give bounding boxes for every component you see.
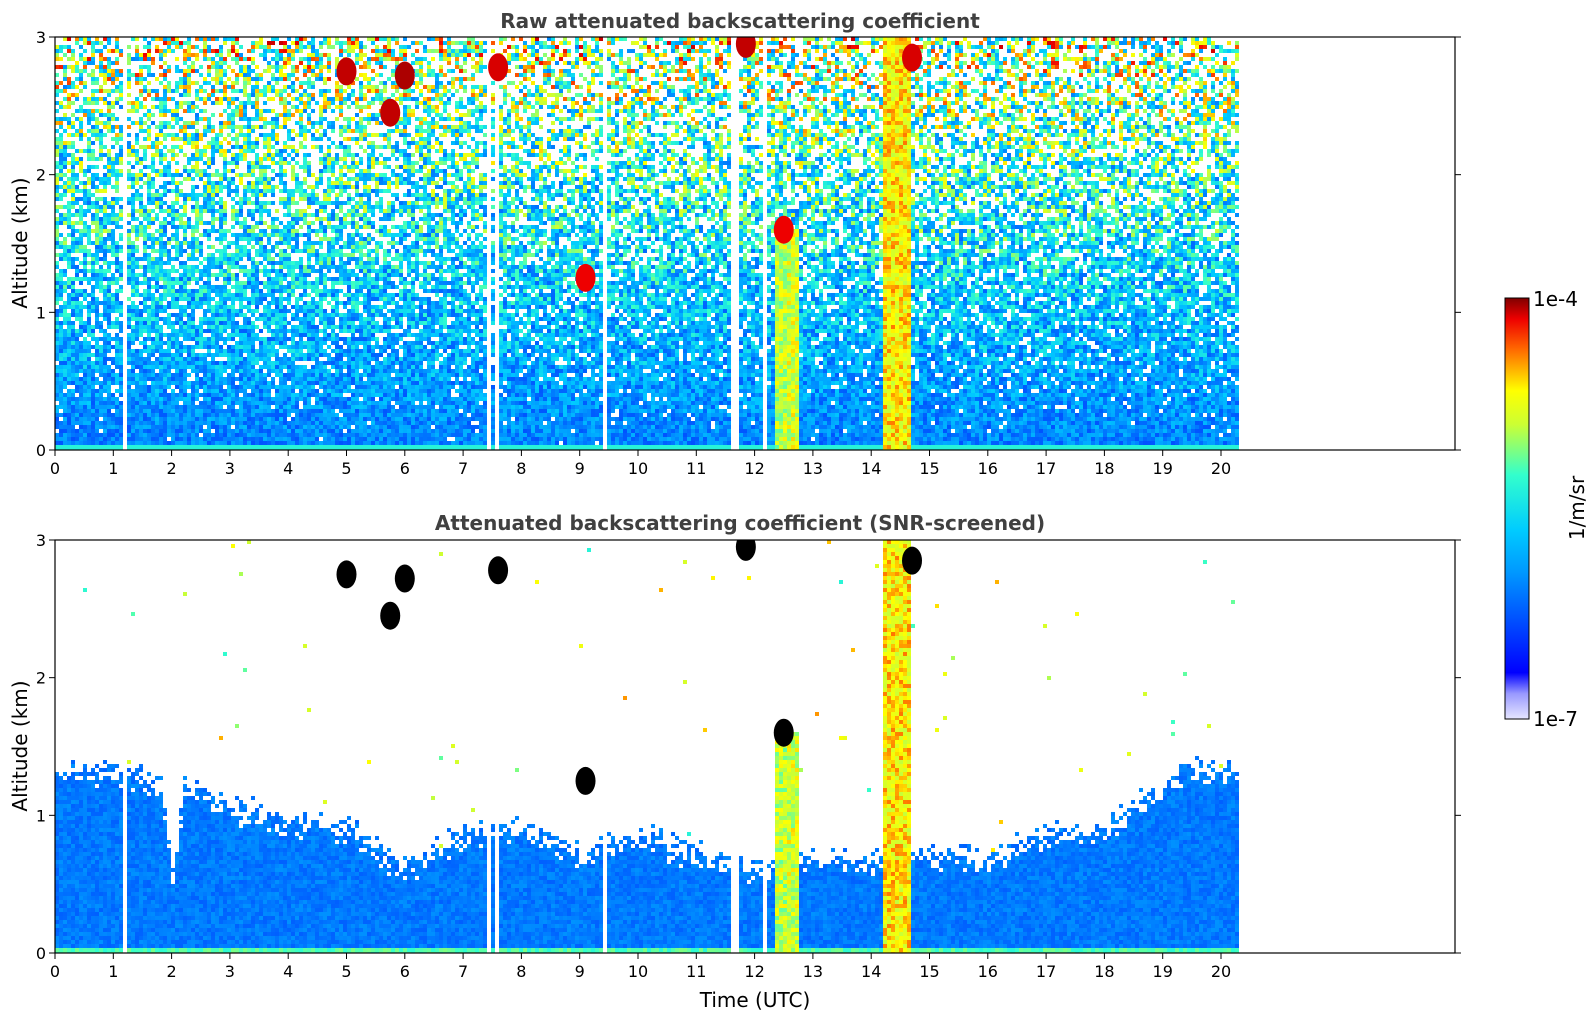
y-tick-label: 1	[36, 303, 46, 322]
x-axis-label: Time (UTC)	[699, 988, 811, 1012]
colorbar-min-label: 1e-7	[1533, 707, 1578, 731]
colorbar-max-label: 1e-4	[1533, 287, 1578, 311]
y-tick-label: 2	[36, 166, 46, 185]
cloud-feature	[774, 216, 794, 244]
x-tick-label: 7	[458, 962, 468, 981]
x-tick-label: 8	[516, 962, 526, 981]
x-tick-label: 8	[516, 459, 526, 478]
y-axis-label: Altitude (km)	[8, 680, 32, 811]
y-tick-label: 0	[36, 441, 46, 460]
chart-title: Raw attenuated backscattering coefficien…	[500, 9, 980, 33]
x-tick-label: 3	[225, 962, 235, 981]
x-tick-label: 13	[803, 459, 823, 478]
x-tick-label: 10	[628, 962, 648, 981]
colorbar: 1e-4 1e-7 1/m/sr	[1505, 287, 1589, 731]
x-tick-label: 14	[861, 459, 881, 478]
x-tick-label: 15	[919, 459, 939, 478]
x-tick-label: 4	[283, 459, 293, 478]
x-tick-label: 12	[744, 962, 764, 981]
x-tick-label: 5	[341, 962, 351, 981]
x-tick-label: 2	[167, 962, 177, 981]
y-tick-label: 3	[36, 28, 46, 47]
cloud-feature	[902, 547, 922, 575]
cloud-feature	[736, 533, 756, 561]
x-tick-label: 16	[978, 962, 998, 981]
cloud-feature	[576, 767, 596, 795]
cloud-feature	[380, 99, 400, 127]
heatmap-area	[55, 30, 1455, 453]
cloud-feature	[902, 44, 922, 72]
x-tick-label: 10	[628, 459, 648, 478]
x-tick-label: 19	[1153, 459, 1173, 478]
x-tick-label: 13	[803, 962, 823, 981]
panel-raw: Raw attenuated backscattering coefficien…	[8, 9, 1461, 478]
x-tick-label: 7	[458, 459, 468, 478]
y-axis-label: Altitude (km)	[8, 177, 32, 308]
colorbar-units-label: 1/m/sr	[1565, 475, 1589, 540]
x-tick-label: 0	[50, 459, 60, 478]
cloud-feature	[488, 53, 508, 81]
y-tick-label: 0	[36, 944, 46, 963]
cloud-feature	[736, 30, 756, 58]
x-tick-label: 1	[108, 459, 118, 478]
x-tick-label: 1	[108, 962, 118, 981]
x-tick-label: 18	[1094, 459, 1114, 478]
x-tick-label: 20	[1211, 459, 1231, 478]
cloud-feature	[488, 556, 508, 584]
x-tick-label: 12	[744, 459, 764, 478]
x-tick-label: 6	[400, 962, 410, 981]
x-tick-label: 16	[978, 459, 998, 478]
x-tick-label: 20	[1211, 962, 1231, 981]
y-tick-label: 2	[36, 669, 46, 688]
x-tick-label: 6	[400, 459, 410, 478]
x-tick-label: 5	[341, 459, 351, 478]
x-ticks: 0 1 2 3 4 5 6 7 8 9 10 11 12 13 14 15 16 17 18 19 20	[50, 450, 1231, 478]
panel-screened: Attenuated backscattering coefficient (S…	[8, 511, 1461, 1012]
x-tick-label: 9	[575, 459, 585, 478]
x-tick-label: 19	[1153, 962, 1173, 981]
cloud-feature	[380, 602, 400, 630]
x-tick-label: 14	[861, 962, 881, 981]
x-tick-label: 17	[1036, 459, 1056, 478]
x-tick-label: 11	[686, 459, 706, 478]
x-tick-label: 2	[167, 459, 177, 478]
y-tick-label: 1	[36, 806, 46, 825]
cloud-feature	[337, 560, 357, 588]
cloud-feature	[337, 57, 357, 85]
x-tick-label: 3	[225, 459, 235, 478]
x-tick-label: 0	[50, 962, 60, 981]
x-ticks: 0 1 2 3 4 5 6 7 8 9 10 11 12 13 14 15 16 17 18 19 20	[50, 953, 1231, 981]
y-tick-label: 3	[36, 531, 46, 550]
x-tick-label: 11	[686, 962, 706, 981]
x-tick-label: 18	[1094, 962, 1114, 981]
cloud-feature	[395, 62, 415, 90]
x-tick-label: 9	[575, 962, 585, 981]
cloud-feature	[395, 565, 415, 593]
heatmap-area	[55, 533, 1455, 956]
cloud-feature	[576, 264, 596, 292]
colorbar-gradient	[1505, 298, 1529, 719]
x-tick-label: 15	[919, 962, 939, 981]
chart-title: Attenuated backscattering coefficient (S…	[435, 511, 1045, 535]
x-tick-label: 4	[283, 962, 293, 981]
x-tick-label: 17	[1036, 962, 1056, 981]
cloud-feature	[774, 719, 794, 747]
